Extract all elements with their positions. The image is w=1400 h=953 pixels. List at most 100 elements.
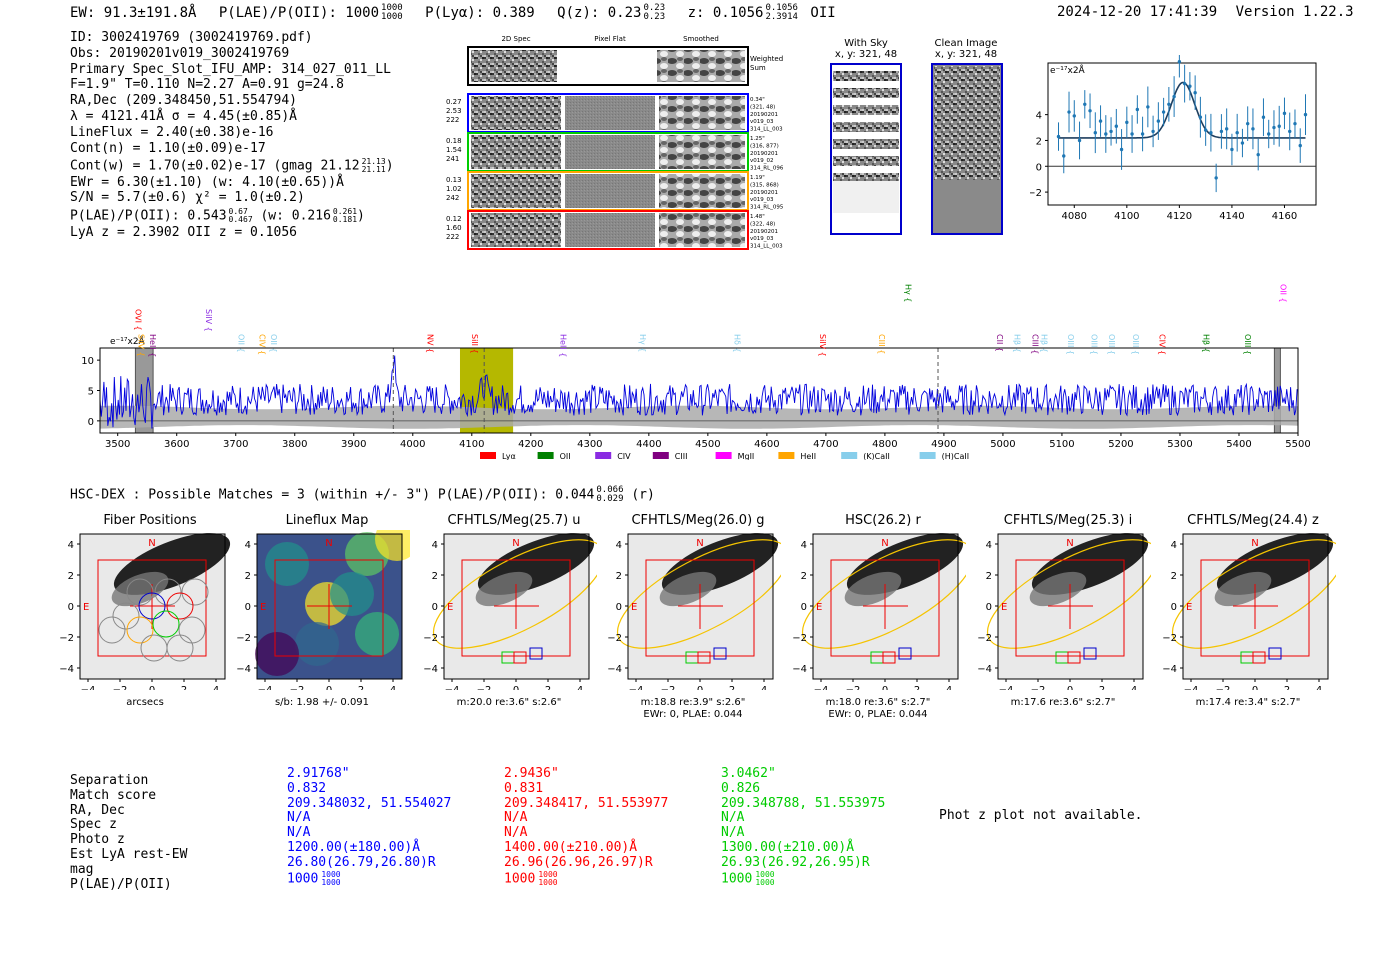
compass-e: E [1186, 602, 1192, 613]
aperture-ellipse [801, 539, 966, 649]
spec2d-svg: 2D Spec Pixel Flat Smoothed Weighted Sum… [446, 35, 784, 250]
match-frac: 1000 1000 [755, 870, 774, 887]
match-cell: N/A [504, 825, 668, 841]
spectrum-line-label: Hβ { [1039, 334, 1048, 353]
compass-e: E [1001, 602, 1007, 613]
spec2d-row-right-label: 20190201 [750, 112, 778, 118]
cutout-xtick-label: 2 [914, 685, 920, 690]
cutout-image: N E 4 2 0 −2 −4 −4 −2 0 2 4 [1162, 533, 1336, 690]
cutout-xtick-label: −4 [814, 685, 829, 690]
cutout-ytick-label: −4 [792, 664, 807, 675]
zoom-point [1077, 138, 1082, 143]
search-box [97, 559, 207, 657]
search-box [461, 559, 571, 657]
weighted-sum-label-2: Sum [750, 64, 766, 72]
hsc-summary: HSC-DEX : Possible Matches = 3 (within +… [70, 486, 655, 504]
cutout-caption: m:18.0 re:3.6" s:2.7" [825, 697, 931, 708]
cutout-ytick-label: 2 [68, 571, 74, 582]
sky-stripes [833, 71, 899, 213]
legend-label: Lyα [502, 452, 516, 460]
spectrum-line-label: OII { [269, 334, 278, 353]
spec2d-panel: 2D Spec Pixel Flat Smoothed Weighted Sum… [444, 33, 804, 258]
match-cell-value: N/A [287, 810, 311, 826]
cutout-ytick-label: −4 [236, 664, 251, 675]
fiber-circle [126, 578, 154, 606]
cutout-xtick-label: 0 [882, 685, 888, 690]
match-cell: 1300.00(±210.00)Å [721, 840, 885, 856]
zoom-point [1293, 121, 1297, 126]
spectrum-xtick-label: 4300 [577, 439, 602, 450]
header-summary: EW: 91.3±191.8Å P(LAE)/P(OII): 1000 1000 1… [70, 4, 836, 22]
cutout-xtick-label: −2 [846, 685, 861, 690]
cutout-xtick-label: 2 [1284, 685, 1290, 690]
match-cell-value: N/A [721, 825, 745, 841]
weighted-sum-2d [471, 50, 557, 82]
zoom-point [1104, 132, 1108, 136]
spectrum-xtick-label: 3700 [223, 439, 248, 450]
match-box-blue [529, 647, 543, 660]
cutout-ytick-label: 0 [1171, 602, 1177, 613]
cutout-ytick-label: 4 [1171, 540, 1177, 551]
cutout-title: CFHTLS/Meg(26.0) g [631, 513, 765, 528]
cutout-xtick-label: −4 [81, 685, 96, 690]
zoom-point [1198, 115, 1203, 119]
zoom-ytick-label: 4 [1036, 111, 1042, 122]
fiber-circle [112, 602, 140, 630]
spec2d-row-2d [471, 135, 561, 169]
spec2d-row-left-label: 1.60 [446, 224, 462, 232]
legend-label: (K)CaII [863, 452, 890, 460]
spectrum-line-label: Hδ { [732, 334, 741, 353]
spec2d-row-right-label: (321, 48) [750, 104, 775, 110]
row-label-photoz: Photo z [70, 832, 125, 848]
cutout-ytick-label: 0 [432, 602, 438, 613]
zoom-point [1224, 127, 1229, 131]
spec2d-row-flat [565, 135, 655, 169]
lineflux-blob [330, 572, 374, 616]
match-cell: N/A [721, 810, 885, 826]
info-plae2-sub: 0.467 [228, 215, 253, 225]
spectrum-xtick-label: 3900 [341, 439, 366, 450]
match-box-red [1067, 651, 1081, 664]
cutout-caption: arcsecs [126, 697, 164, 708]
spec2d-row-left-label: 1.54 [446, 146, 462, 154]
match-cell-value: 26.93(26.92,26.95)R [721, 854, 870, 870]
match-cell: 0.831 [504, 781, 668, 797]
legend-swatch [652, 452, 669, 459]
header-qz-sup: 0.23 [643, 3, 666, 13]
match-cell-value: N/A [287, 825, 311, 841]
compass-n: N [148, 538, 155, 549]
row-label-match-score: Match score [70, 787, 157, 803]
cutout-image: N E 4 2 0 −2 −4 −4 −2 0 2 4 [59, 533, 231, 690]
spectrum-line-label: OIII { [1243, 334, 1252, 355]
spectrum-line-label: SiIV { [204, 309, 213, 332]
match-cell-value: 2.9436" [504, 766, 559, 781]
spectrum-line-label: CIV { [1157, 334, 1166, 355]
match-cell: 1400.00(±210.00)Å [504, 840, 668, 856]
zoom-point [1072, 114, 1076, 118]
cutout-xtick-label: 2 [181, 685, 187, 690]
cutout-ytick-label: −4 [59, 664, 74, 675]
match-frac-sub: 1000 [538, 877, 558, 887]
match-box-red [1252, 651, 1266, 664]
cutout-xtick-label: 0 [149, 685, 155, 690]
compass-e: E [83, 602, 89, 613]
spec2d-row-2d [471, 96, 561, 130]
cutout-xtick-label: −4 [629, 685, 644, 690]
cutout-xtick-label: −2 [661, 685, 676, 690]
lineflux-blob [295, 622, 339, 666]
header-datetime: 2024-12-20 17:41:39 [1057, 4, 1218, 20]
cutout-ytick-label: −4 [977, 664, 992, 675]
spec2d-row-right-label: (316, 877) [750, 143, 779, 149]
match-box-blue [1083, 647, 1097, 660]
cutout-ytick-label: 0 [616, 602, 622, 613]
zoom-point [1161, 110, 1166, 114]
spec2d-row-2d [471, 213, 561, 247]
zoom-point [1303, 112, 1308, 117]
spec2d-row-left-label: 242 [446, 194, 459, 202]
cutout-xtick-label: 4 [213, 685, 219, 690]
header-ew: EW: 91.3±191.8Å [70, 5, 197, 21]
match-frac-sub: 1000 [321, 877, 341, 887]
fiber-circle [181, 578, 209, 606]
clean-image [931, 63, 1003, 235]
zoom-point [1172, 94, 1176, 99]
